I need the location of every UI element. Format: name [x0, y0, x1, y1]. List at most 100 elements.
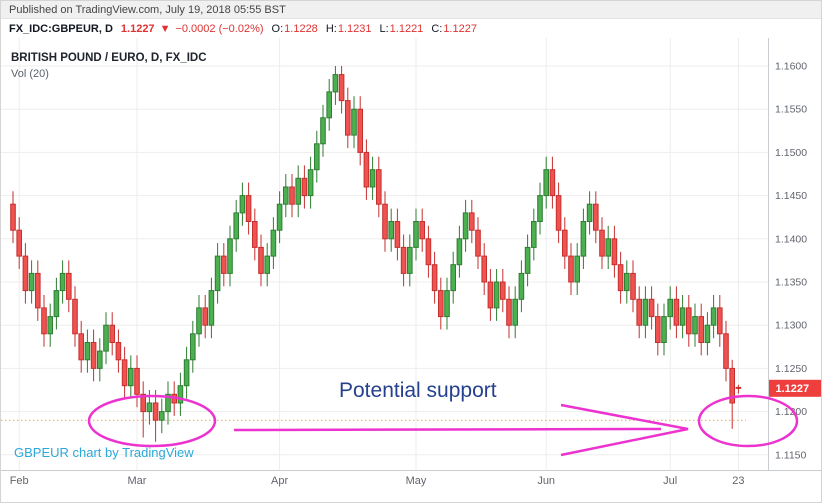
candle-body [624, 272, 630, 292]
candle-body [78, 333, 85, 361]
y-axis-tick-label: 1.1150 [775, 449, 806, 461]
candle-body [72, 298, 78, 335]
candle-body [208, 290, 215, 326]
candle-body [183, 359, 190, 387]
candle-body [59, 272, 66, 292]
candle-body [289, 186, 295, 205]
candle-body [41, 307, 47, 335]
candle-body [438, 290, 444, 318]
candle-body [202, 307, 208, 326]
candle-body [394, 221, 401, 248]
publish-bar-text: Published on TradingView.com, July 19, 2… [9, 3, 286, 16]
candle-body [611, 238, 618, 266]
candle-body [655, 316, 661, 344]
x-axis-tick-label: Jun [537, 475, 555, 487]
candle-body [462, 212, 469, 240]
candle-body [500, 281, 506, 300]
candle-body [115, 342, 122, 361]
candle-body [264, 255, 270, 274]
candle-body [159, 411, 165, 421]
candle-body [673, 298, 680, 326]
candle-body [400, 246, 407, 274]
open-label: O: [271, 22, 284, 35]
candle-body [35, 272, 41, 309]
direction-down-icon: ▼ [159, 22, 171, 35]
candle-body [425, 238, 432, 266]
price-axis[interactable]: 1.1600 1.1550 1.1500 1.1450 1.1400 1.1350 1.13… [768, 38, 822, 470]
tradingview-attribution-link[interactable]: GBPEUR chart by TradingView [14, 445, 194, 460]
symbol-title: FX_IDC:GBPEUR, D [9, 22, 113, 35]
x-axis-tick-label: Apr [271, 475, 288, 487]
candle-body [531, 221, 537, 248]
candle-body [239, 195, 246, 214]
candle-body [351, 108, 357, 136]
y-axis-tick-label: 1.1500 [775, 147, 807, 159]
close-value: 1.1227 [443, 22, 477, 35]
candle-body [506, 298, 512, 326]
price-chart[interactable]: 1.1600 1.1550 1.1500 1.1450 1.1400 1.1350 1.13… [1, 38, 822, 502]
candle-body [450, 264, 456, 292]
candle-body [735, 386, 742, 389]
candle-body [407, 246, 413, 274]
support-circle-right [697, 394, 799, 448]
candle-body [332, 74, 339, 93]
candle-body [692, 316, 698, 335]
chart-legend: BRITISH POUND / EURO, D, FX_IDC Vol (20) [11, 52, 207, 80]
candle-body [84, 342, 91, 361]
chart-grid [1, 38, 768, 470]
candle-body [679, 307, 686, 326]
candle-body [270, 229, 277, 257]
candle-body [245, 195, 252, 223]
candle-body [28, 272, 35, 292]
arrow-head-icon [560, 403, 689, 457]
candle-body [152, 402, 159, 421]
candle-body [345, 100, 351, 136]
candle-body [512, 298, 518, 326]
chart-title: BRITISH POUND / EURO, D, FX_IDC [11, 52, 207, 64]
candle-body [66, 272, 72, 300]
candle-body [605, 238, 612, 257]
candle-body [661, 316, 667, 344]
low-label: L: [379, 22, 389, 35]
candle-body [686, 307, 692, 335]
x-axis-tick-label: Mar [128, 475, 147, 487]
candle-body [562, 229, 568, 257]
candle-body [729, 367, 736, 404]
candle-body [22, 255, 29, 292]
price-change: −0.0002 (−0.02%) [175, 22, 264, 35]
candle-body [419, 221, 425, 240]
time-axis[interactable]: Feb Mar Apr May Jun Jul 23 [1, 470, 822, 488]
candle-body [121, 359, 128, 387]
candle-body [301, 177, 308, 197]
candle-body [487, 281, 494, 309]
candle-body [710, 307, 717, 326]
candle-body [456, 238, 463, 266]
candle-body [90, 342, 97, 369]
candle-body [295, 177, 301, 205]
y-axis-tick-label: 1.1550 [775, 104, 807, 116]
candle-body [196, 307, 202, 335]
x-axis-tick-label: Feb [10, 475, 29, 487]
x-axis-tick-label: 23 [732, 475, 744, 487]
candle-body [518, 272, 525, 300]
candle-body [214, 255, 221, 292]
last-price-tag [769, 379, 821, 397]
y-axis-tick-label: 1.1600 [775, 61, 807, 73]
y-axis-tick-label: 1.1350 [775, 277, 807, 289]
annotation-potential-support: Potential support [339, 379, 497, 402]
candle-body [648, 298, 655, 318]
candle-body [549, 169, 556, 197]
candle-body [53, 290, 60, 318]
candle-body [140, 393, 146, 413]
candle-body [16, 229, 22, 257]
candle-body [252, 221, 258, 248]
candle-body [307, 169, 314, 197]
candle-body [698, 316, 705, 344]
candle-body [320, 117, 326, 145]
symbol-info-bar: FX_IDC:GBPEUR, D 1.1227 ▼ −0.0002 (−0.02… [1, 19, 821, 38]
candle-body [221, 255, 227, 274]
y-axis-tick-label: 1.1400 [775, 233, 807, 245]
candle-body [314, 143, 320, 171]
candle-body [165, 393, 171, 413]
